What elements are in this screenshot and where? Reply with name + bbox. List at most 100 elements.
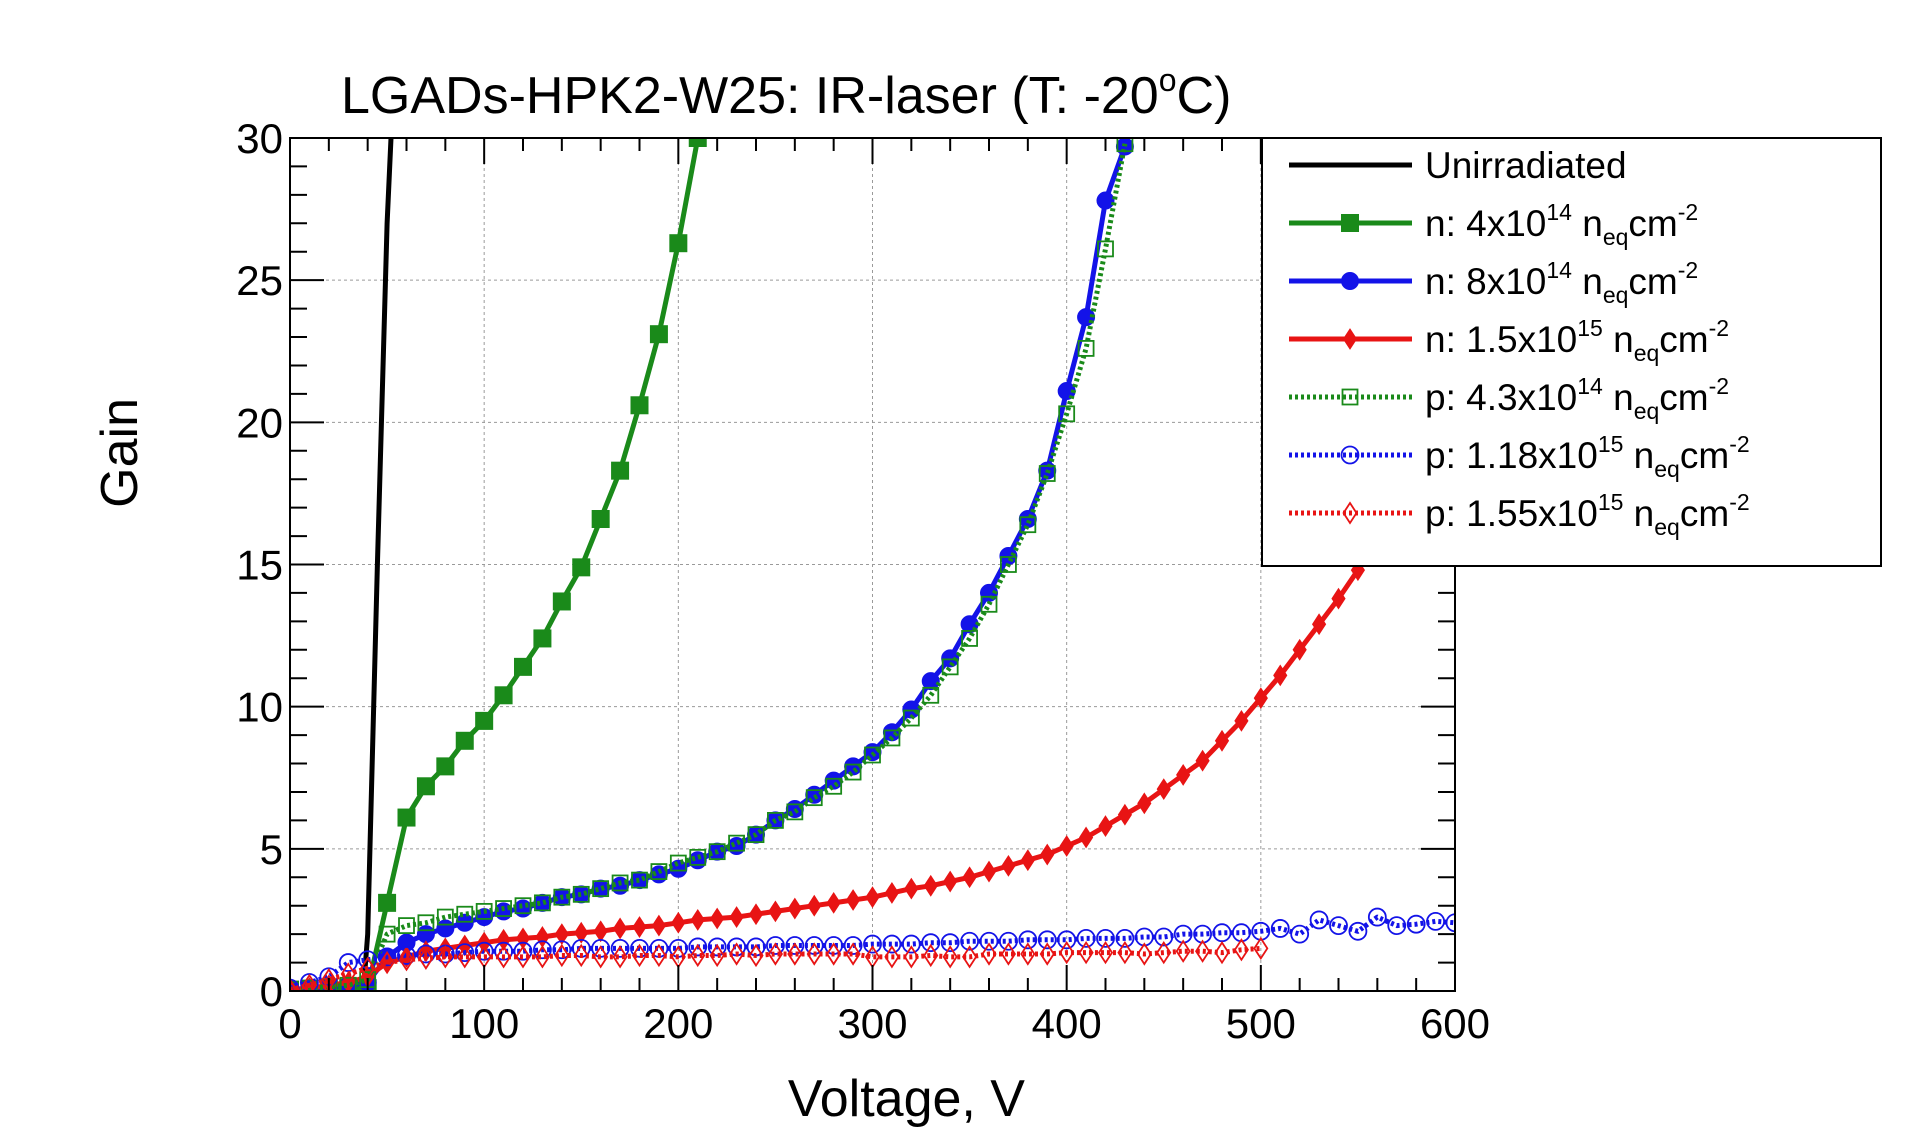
data-point-p155e15 — [1000, 942, 1016, 966]
data-point-p43e14 — [825, 777, 843, 795]
data-point-p118e15 — [533, 940, 552, 960]
data-point-n15e15 — [1098, 815, 1113, 838]
legend-unit-cm: cm — [1680, 493, 1729, 534]
data-point-n15e15 — [1020, 849, 1035, 872]
legend-unit-exponent: -2 — [1709, 315, 1729, 341]
axes: 0 100 200 300 400 500 600 0 5 10 15 20 25 30 — [236, 115, 1490, 1047]
data-point-n15e15 — [710, 907, 725, 930]
legend-marker-n15e15 — [1342, 328, 1358, 350]
data-point-p43e14 — [689, 848, 707, 866]
data-point-n15e15 — [1001, 854, 1016, 877]
data-point-p118e15 — [377, 947, 397, 967]
data-point-p43e14 — [1116, 138, 1134, 153]
data-point-p43e14 — [1058, 405, 1076, 423]
data-point-p118e15 — [688, 937, 708, 957]
data-point-n15e15 — [574, 921, 589, 944]
data-point-n4e14 — [709, 16, 726, 33]
data-point-p43e14 — [417, 914, 435, 932]
data-point-p43e14 — [631, 871, 648, 889]
y-tick-label: 10 — [236, 684, 283, 731]
legend-unit-exponent: -2 — [1729, 489, 1749, 515]
data-point-p155e15 — [554, 943, 570, 968]
y-tick-label: 30 — [236, 115, 283, 162]
data-point-n15e15 — [1234, 709, 1249, 732]
series-layer — [290, 16, 1455, 991]
data-point-p155e15 — [418, 946, 434, 970]
data-point-p118e15 — [707, 937, 727, 957]
data-point-p118e15 — [960, 931, 979, 951]
y-tick-label: 0 — [260, 968, 283, 1015]
legend-exponent: 15 — [1577, 315, 1603, 341]
data-point-p155e15 — [1097, 940, 1114, 965]
y-tick-label: 25 — [236, 257, 283, 304]
data-point-p155e15 — [1195, 939, 1211, 963]
y-tick-label: 20 — [236, 399, 283, 446]
data-point-p43e14 — [398, 917, 415, 935]
legend-unit: n — [1603, 319, 1634, 360]
data-point-n15e15 — [962, 866, 977, 889]
data-point-n8e14 — [1096, 191, 1115, 210]
data-point-n4e14 — [397, 808, 416, 827]
x-tick-label: 200 — [643, 1000, 713, 1047]
data-point-p43e14 — [786, 803, 804, 821]
data-point-p118e15 — [1270, 919, 1290, 938]
data-point-p43e14 — [1097, 240, 1114, 258]
data-point-p43e14 — [669, 854, 687, 872]
data-point-p118e15 — [882, 934, 902, 954]
series-p118e15 — [290, 907, 1455, 991]
data-point-p155e15 — [290, 977, 298, 991]
data-point-p43e14 — [864, 746, 881, 764]
legend-label-unirr: Unirradiated — [1425, 145, 1627, 186]
series-unirr — [290, 138, 394, 991]
data-point-n15e15 — [593, 920, 608, 943]
data-point-p155e15 — [884, 945, 900, 969]
data-point-p155e15 — [690, 943, 706, 968]
data-point-p118e15 — [1212, 923, 1232, 943]
data-point-p118e15 — [1115, 928, 1135, 948]
legend-unit-subscript: eq — [1603, 224, 1629, 250]
data-point-n15e15 — [1137, 792, 1152, 815]
data-point-p118e15 — [1154, 927, 1174, 947]
data-point-n4e14 — [494, 686, 513, 705]
data-point-p43e14 — [708, 843, 726, 861]
data-point-n4e14 — [514, 657, 532, 676]
data-point-p43e14 — [922, 686, 940, 704]
data-point-p43e14 — [650, 863, 668, 880]
data-point-n15e15 — [1078, 826, 1094, 849]
data-point-n15e15 — [923, 874, 938, 897]
data-point-p43e14 — [1019, 516, 1037, 534]
data-point-p118e15 — [1309, 910, 1329, 930]
data-point-p155e15 — [631, 943, 648, 968]
data-point-n4e14 — [688, 138, 707, 147]
data-point-p155e15 — [379, 950, 395, 975]
data-point-p118e15 — [1387, 916, 1407, 936]
data-point-p43e14 — [553, 888, 571, 906]
data-point-n4e14 — [591, 510, 610, 529]
data-point-p43e14 — [767, 812, 784, 829]
data-point-p43e14 — [592, 880, 610, 898]
chart-title-degree: o — [1159, 62, 1177, 98]
legend-unit-exponent: -2 — [1678, 257, 1698, 283]
legend-unit: n — [1603, 377, 1634, 418]
data-point-p118e15 — [940, 933, 960, 953]
series-line-unirr — [290, 138, 394, 991]
legend-unit-subscript: eq — [1654, 456, 1680, 482]
legend-marker-n4e14 — [1341, 214, 1359, 232]
data-point-p43e14 — [941, 658, 959, 676]
data-point-n15e15 — [729, 906, 744, 928]
data-point-p155e15 — [806, 942, 822, 966]
data-point-p155e15 — [1136, 942, 1152, 966]
data-point-n15e15 — [884, 881, 900, 904]
data-point-p155e15 — [437, 945, 453, 969]
x-axis-title: Voltage, V — [788, 1070, 1025, 1128]
legend-unit-cm: cm — [1680, 435, 1729, 476]
legend-label-p43e14: p: 4.3x1014 neqcm-2 — [1425, 373, 1729, 424]
data-point-p43e14 — [1000, 556, 1017, 573]
data-point-p155e15 — [729, 942, 745, 966]
data-point-p118e15 — [513, 941, 533, 961]
legend-label-n4e14: n: 4x1014 neqcm-2 — [1425, 199, 1698, 250]
data-point-p155e15 — [1253, 936, 1269, 961]
data-point-n4e14 — [475, 711, 494, 730]
data-point-p118e15 — [1445, 913, 1455, 933]
